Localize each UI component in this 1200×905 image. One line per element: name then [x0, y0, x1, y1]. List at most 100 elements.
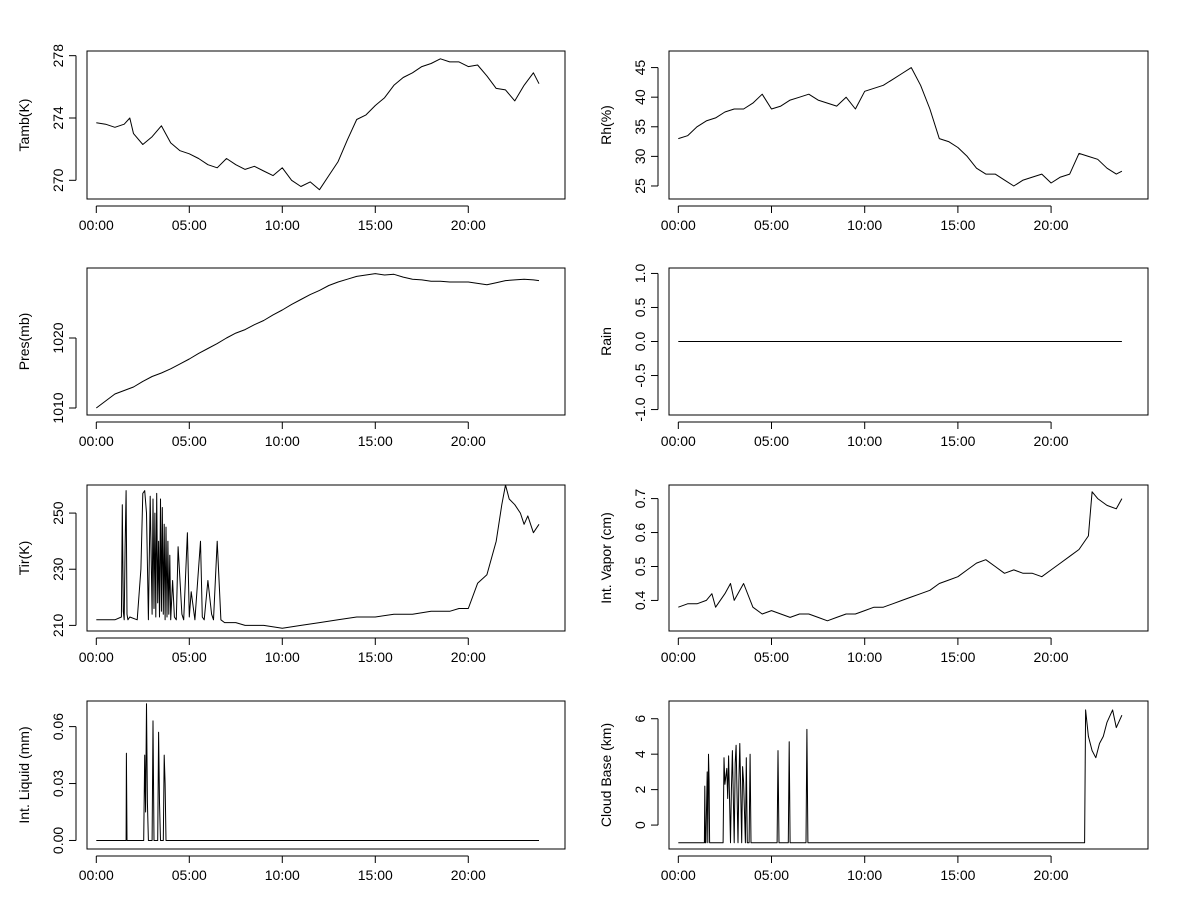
x-tick-label: 15:00 — [358, 649, 393, 665]
x-tick-label: 05:00 — [172, 867, 207, 883]
y-axis-label: Cloud Base (km) — [598, 723, 614, 827]
plot-frame — [668, 267, 1149, 416]
series-line — [678, 491, 1123, 622]
y-tick-label: 35 — [632, 119, 648, 135]
x-tick-label: 00:00 — [79, 867, 114, 883]
plot-frame — [86, 50, 566, 200]
y-tick-label: 1010 — [50, 392, 66, 423]
y-axis-label: Tamb(K) — [16, 99, 32, 152]
y-tick-label: 0 — [632, 821, 648, 829]
y-tick-label: 30 — [632, 148, 648, 164]
x-tick-label: 05:00 — [754, 867, 789, 883]
plot-frame — [668, 700, 1149, 850]
y-tick-label: -0.5 — [632, 363, 648, 387]
x-tick-label: 10:00 — [265, 649, 300, 665]
x-tick-label: 20:00 — [1034, 867, 1069, 883]
x-tick-label: 20:00 — [451, 217, 486, 233]
plot-frame — [86, 267, 566, 416]
y-axis-label: Pres(mb) — [16, 313, 32, 371]
x-tick-label: 15:00 — [940, 867, 975, 883]
panel-2: 00:00 05:00 10:00 15:00 20:00 25 30 35 40 45 Rh(%) — [598, 50, 1149, 233]
x-tick-label: 05:00 — [754, 217, 789, 233]
y-tick-label: 45 — [632, 60, 648, 76]
series-line — [95, 273, 540, 409]
x-tick-label: 15:00 — [940, 649, 975, 665]
panel-6: 00:00 05:00 10:00 15:00 20:00 0.4 0.5 0.6 0.7 Int… — [598, 484, 1149, 665]
y-tick-label: 1020 — [50, 322, 66, 353]
x-tick-label: 20:00 — [451, 649, 486, 665]
x-tick-label: 00:00 — [79, 433, 114, 449]
series-line — [678, 709, 1123, 844]
x-tick-label: 05:00 — [172, 433, 207, 449]
plot-frame — [86, 700, 566, 850]
x-tick-label: 00:00 — [79, 649, 114, 665]
x-tick-label: 00:00 — [661, 867, 696, 883]
y-axis-label: Tir(K) — [16, 541, 32, 575]
x-tick-label: 05:00 — [754, 649, 789, 665]
y-tick-label: 0.00 — [50, 827, 66, 854]
series-line — [96, 484, 540, 629]
x-tick-label: 00:00 — [79, 217, 114, 233]
y-tick-label: 0.06 — [50, 713, 66, 740]
x-tick-label: 10:00 — [265, 433, 300, 449]
x-tick-label: 10:00 — [265, 217, 300, 233]
x-tick-label: 10:00 — [265, 867, 300, 883]
x-tick-label: 20:00 — [451, 433, 486, 449]
y-axis-label: Int. Vapor (cm) — [598, 512, 614, 604]
plot-frame — [86, 484, 566, 632]
plot-frame — [668, 484, 1149, 632]
x-tick-label: 20:00 — [1034, 649, 1069, 665]
y-tick-label: 1.0 — [632, 264, 648, 284]
y-tick-label: 270 — [50, 168, 66, 192]
y-tick-label: 0.5 — [632, 557, 648, 577]
y-tick-label: 278 — [50, 44, 66, 68]
panel-8: 00:00 05:00 10:00 15:00 20:00 0 2 4 6 Cloud Base … — [598, 700, 1149, 883]
panel-1: 00:00 05:00 10:00 15:00 20:00 270 274 278 Tamb(K… — [16, 44, 566, 233]
panel-4: 00:00 05:00 10:00 15:00 20:00 -1.0 -0.5 0.0 0.5 1… — [598, 264, 1149, 449]
y-tick-label: 40 — [632, 89, 648, 105]
x-tick-label: 10:00 — [847, 867, 882, 883]
y-axis-label: Rain — [598, 327, 614, 356]
y-tick-label: 25 — [632, 178, 648, 194]
series-line — [678, 67, 1123, 187]
x-tick-label: 05:00 — [754, 433, 789, 449]
y-tick-label: 230 — [50, 557, 66, 581]
x-tick-label: 10:00 — [847, 433, 882, 449]
y-tick-label: 0.7 — [632, 489, 648, 509]
x-tick-label: 10:00 — [847, 217, 882, 233]
y-tick-label: 4 — [632, 750, 648, 758]
x-tick-label: 10:00 — [847, 649, 882, 665]
y-tick-label: 250 — [50, 501, 66, 525]
y-axis-label: Int. Liquid (mm) — [16, 726, 32, 823]
y-tick-label: 2 — [632, 786, 648, 794]
series-line — [96, 58, 540, 191]
x-tick-label: 00:00 — [661, 433, 696, 449]
x-tick-label: 20:00 — [1034, 433, 1069, 449]
x-tick-label: 20:00 — [1034, 217, 1069, 233]
panel-7: 00:00 05:00 10:00 15:00 20:00 0.00 0.03 0.06 Int… — [16, 700, 566, 883]
x-tick-label: 15:00 — [358, 433, 393, 449]
x-tick-label: 15:00 — [358, 867, 393, 883]
x-tick-label: 05:00 — [172, 649, 207, 665]
x-tick-label: 20:00 — [451, 867, 486, 883]
x-tick-label: 15:00 — [940, 217, 975, 233]
x-tick-label: 00:00 — [661, 217, 696, 233]
x-tick-label: 00:00 — [661, 649, 696, 665]
x-tick-label: 15:00 — [940, 433, 975, 449]
panel-3: 00:00 05:00 10:00 15:00 20:00 1010 1020 Pres(mb… — [16, 267, 566, 449]
x-tick-label: 05:00 — [172, 217, 207, 233]
y-tick-label: 0.5 — [632, 298, 648, 318]
y-tick-label: 0.4 — [632, 591, 648, 611]
plot-frame — [668, 50, 1149, 200]
x-tick-label: 15:00 — [358, 217, 393, 233]
y-tick-label: 0.03 — [50, 770, 66, 797]
panel-5: 00:00 05:00 10:00 15:00 20:00 210 230 250 Tir(K) — [16, 484, 566, 665]
series-line — [96, 703, 539, 841]
y-tick-label: 6 — [632, 715, 648, 723]
y-tick-label: 274 — [50, 106, 66, 130]
y-tick-label: -1.0 — [632, 397, 648, 421]
y-tick-label: 0.0 — [632, 332, 648, 352]
y-axis-label: Rh(%) — [598, 105, 614, 145]
